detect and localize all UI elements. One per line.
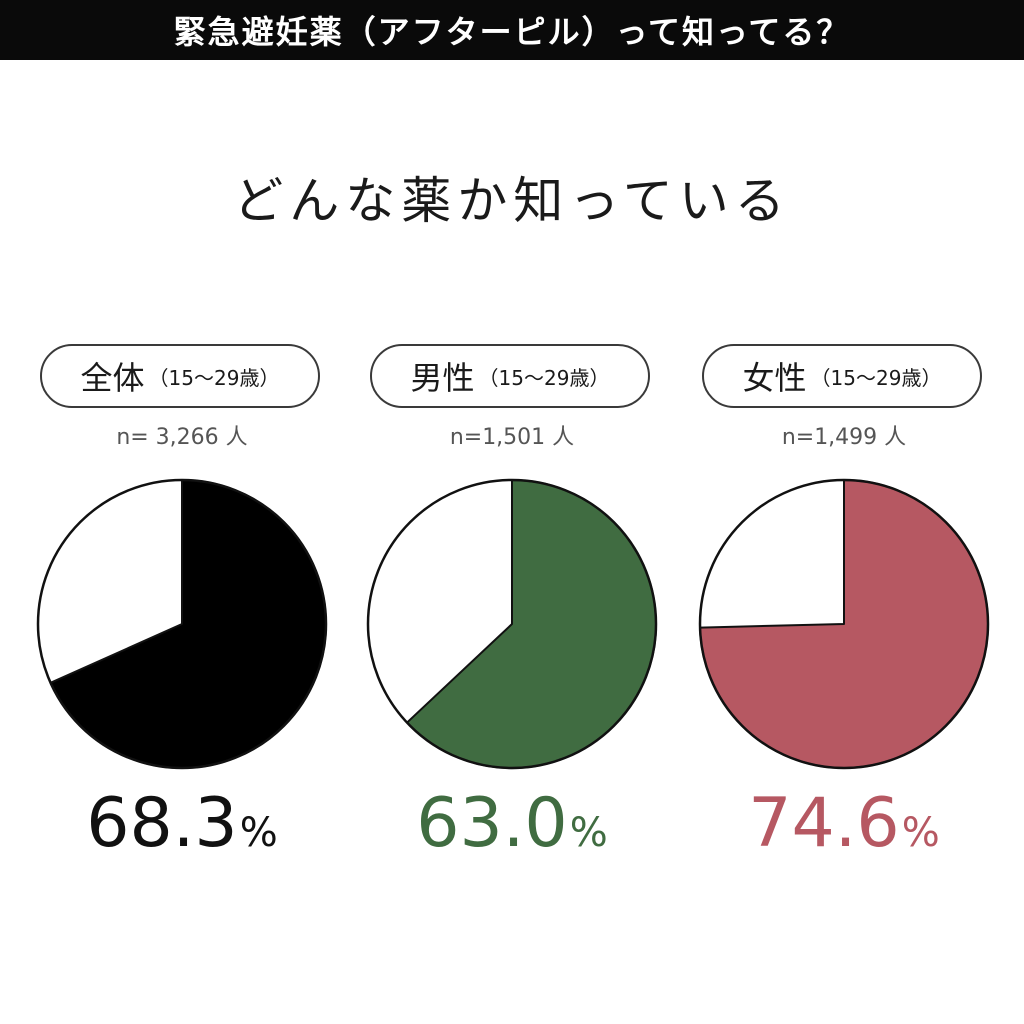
pie-group-female: 女性 （15〜29歳） n=1,499 人 74.6% [694,0,994,1024]
header-banner: 緊急避妊薬（アフターピル）って知ってる？ [0,0,1024,60]
percentage-label: 74.6% [694,784,994,868]
pie-outline [698,478,990,770]
sample-size: n=1,499 人 [781,425,907,450]
sample-size: n= 3,266 人 [116,425,248,450]
percentage-label: 68.3% [32,784,332,868]
group-name: 全体 [80,359,145,397]
group-label-pill: 男性 （15〜29歳） [370,344,650,408]
chart-subtitle: どんな薬か知っている [233,172,791,230]
pie-outline [366,478,658,770]
group-name: 女性 [742,359,807,397]
age-range: （15〜29歳） [478,365,610,390]
pie-chart-overall [36,478,328,770]
percentage-value: 68.3 [86,784,238,863]
page-title: 緊急避妊薬（アフターピル）って知ってる？ [173,13,851,51]
percent-unit: % [239,810,278,856]
percentage-label: 63.0% [362,784,662,868]
sample-size: n=1,501 人 [449,425,575,450]
age-range: （15〜29歳） [810,365,942,390]
percent-unit: % [901,810,940,856]
pie-chart-male [366,478,658,770]
age-range: （15〜29歳） [148,365,280,390]
pie-group-overall: 全体 （15〜29歳） n= 3,266 人 68.3% [32,0,332,1024]
pie-chart-female [698,478,990,770]
group-name: 男性 [410,359,475,397]
pie-outline [36,478,328,770]
group-label-pill: 全体 （15〜29歳） [40,344,320,408]
group-label-pill: 女性 （15〜29歳） [702,344,982,408]
percentage-value: 63.0 [416,784,568,863]
percent-unit: % [569,810,608,856]
pie-group-male: 男性 （15〜29歳） n=1,501 人 63.0% [362,0,662,1024]
percentage-value: 74.6 [748,784,900,863]
